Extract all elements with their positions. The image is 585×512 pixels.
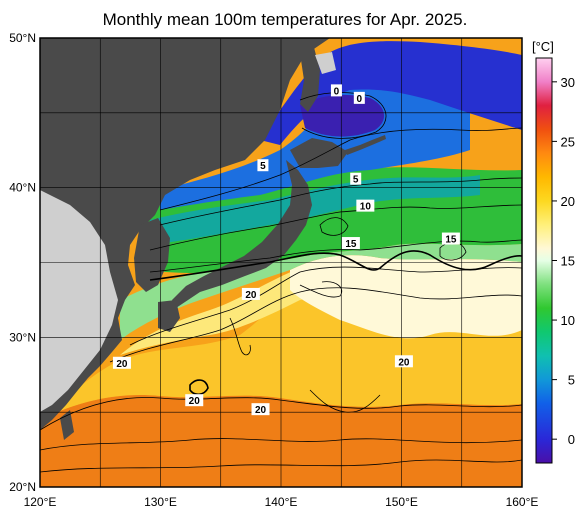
contour-label-box (356, 199, 375, 212)
zone-6-teal (150, 175, 480, 245)
colorbar-tick-label: 5 (568, 373, 575, 388)
contour-labels: 0 0 5 5 10 15 15 20 20 20 20 20 (112, 84, 460, 416)
colorbar-tick-label: 0 (568, 432, 575, 447)
sakhalin-ice (315, 52, 336, 74)
contour-label: 20 (245, 290, 257, 301)
colorbar-tick-label: 25 (561, 134, 575, 149)
contour-label: 15 (445, 235, 457, 246)
contour-label: 20 (255, 405, 267, 416)
japan-honshu (172, 160, 312, 308)
colorbar-tick-label: 10 (561, 313, 575, 328)
contour-label: 20 (116, 359, 128, 370)
contour-label-box (341, 237, 360, 250)
contour-label: 15 (345, 239, 357, 250)
kurile-islands (345, 135, 386, 155)
lon-tick-label: 130°E (144, 495, 177, 509)
lat-tick-label: 40°N (9, 181, 36, 195)
contour-label: 20 (398, 357, 410, 368)
colorbar-tick-label: 15 (561, 254, 575, 269)
contour-label: 5 (353, 175, 359, 186)
zone-16-cream (290, 255, 522, 339)
colorbar: [°C] 30 25 20 15 10 5 0 (532, 39, 575, 464)
china-east-coast-light (40, 190, 118, 412)
colorbar-tick-label: 20 (561, 194, 575, 209)
contour-label: 10 (360, 202, 372, 213)
lon-tick-label: 120°E (24, 495, 57, 509)
contour-label-box (330, 84, 342, 97)
contour-label-box (112, 356, 131, 369)
contour-label-box (353, 91, 365, 104)
korea-peninsula (134, 218, 170, 292)
taiwan (60, 410, 74, 440)
graticule (40, 38, 522, 487)
china-interior-light (40, 240, 80, 372)
contour-label-box (441, 232, 460, 245)
latitude-labels: 50°N 40°N 30°N 20°N (9, 31, 36, 494)
contour-label-box (241, 287, 260, 300)
japan-kyushu (158, 300, 180, 332)
colorbar-unit: [°C] (532, 39, 554, 54)
lat-tick-label: 20°N (9, 480, 36, 494)
colorbar-ticks: 30 25 20 15 10 5 0 (552, 75, 575, 447)
longitude-labels: 120°E 130°E 140°E 150°E 160°E (24, 495, 539, 509)
contour-label-box (251, 403, 270, 416)
lon-tick-label: 160°E (506, 495, 539, 509)
contour-label-box (257, 159, 269, 172)
map-title: Monthly mean 100m temperatures for Apr. … (102, 10, 468, 29)
colorbar-bar (535, 57, 553, 464)
colorbar-tick-label: 30 (561, 75, 575, 90)
contour-label-box (394, 355, 413, 368)
lon-tick-label: 150°E (385, 495, 418, 509)
contour-label: 5 (260, 161, 266, 172)
contour-label: 0 (334, 86, 340, 97)
contour-label-box (350, 172, 362, 185)
lat-tick-label: 50°N (9, 31, 36, 45)
zone-0-purple (300, 94, 385, 137)
lon-tick-label: 140°E (265, 495, 298, 509)
contour-lines (40, 92, 522, 473)
contour-label: 20 (189, 396, 201, 407)
asia-land (40, 38, 330, 430)
contour-label-box (185, 394, 204, 407)
japan-hokkaido (290, 138, 348, 168)
contour-label: 0 (357, 94, 363, 105)
map-frame (39, 37, 523, 488)
sakhalin (298, 40, 320, 112)
lat-tick-label: 30°N (9, 330, 36, 344)
